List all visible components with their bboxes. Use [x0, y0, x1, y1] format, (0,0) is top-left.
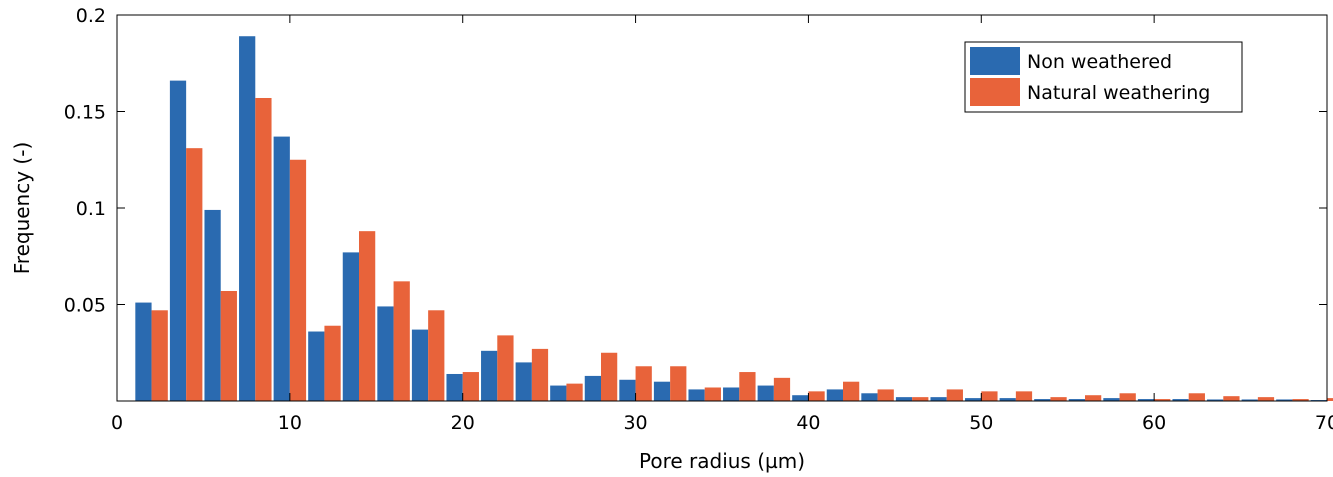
- bar-non-weathered-0: [135, 302, 152, 401]
- y-tick-label: 0.15: [64, 102, 106, 124]
- bar-natural-weathering-34: [1327, 398, 1333, 401]
- bar-non-weathered-6: [342, 252, 359, 401]
- bar-non-weathered-33: [1276, 399, 1293, 401]
- bar-natural-weathering-0: [151, 310, 168, 401]
- tick-labels-group: 0 10 20 30 40 50 60 70 0.05 0.1 0.15 0.2: [64, 5, 1333, 434]
- bar-natural-weathering-1: [186, 148, 203, 401]
- y-tick-label: 0.1: [76, 198, 106, 220]
- bar-non-weathered-3: [239, 36, 256, 401]
- x-tick-label: 40: [796, 412, 820, 434]
- x-tick-label: 10: [278, 412, 302, 434]
- bar-natural-weathering-18: [773, 377, 791, 401]
- bar-natural-weathering-29: [1154, 399, 1171, 401]
- bar-non-weathered-21: [861, 393, 878, 401]
- bar-non-weathered-16: [688, 389, 705, 401]
- legend-label-non-weathered: Non weathered: [1027, 51, 1172, 73]
- bar-non-weathered-17: [723, 387, 740, 401]
- bar-non-weathered-11: [515, 362, 532, 401]
- bar-natural-weathering-15: [670, 366, 687, 401]
- bar-natural-weathering-7: [393, 281, 410, 401]
- axis-ticks-group: [116, 14, 1328, 401]
- bar-natural-weathering-25: [1015, 391, 1033, 401]
- bar-natural-weathering-2: [220, 290, 237, 401]
- bar-non-weathered-10: [481, 350, 498, 401]
- x-tick-label: 70: [1315, 412, 1333, 434]
- bar-non-weathered-4: [273, 136, 290, 401]
- bars-group: [135, 36, 1333, 402]
- bar-non-weathered-28: [1103, 398, 1120, 401]
- bar-natural-weathering-13: [601, 352, 618, 401]
- bar-non-weathered-22: [895, 397, 913, 401]
- bar-natural-weathering-3: [255, 97, 272, 402]
- bar-natural-weathering-30: [1188, 393, 1205, 401]
- bar-natural-weathering-31: [1223, 396, 1240, 401]
- bar-natural-weathering-10: [497, 335, 514, 401]
- x-axis-label: Pore radius (µm): [639, 449, 805, 473]
- bar-non-weathered-31: [1207, 399, 1224, 401]
- bar-natural-weathering-4: [289, 159, 307, 401]
- bar-natural-weathering-33: [1292, 399, 1309, 401]
- x-tick-label: 60: [1142, 412, 1166, 434]
- bar-natural-weathering-17: [739, 372, 756, 401]
- bar-natural-weathering-27: [1085, 395, 1102, 401]
- bar-natural-weathering-24: [981, 391, 998, 401]
- bar-non-weathered-9: [446, 373, 463, 401]
- legend-label-natural-weathering: Natural weathering: [1027, 82, 1210, 104]
- bar-non-weathered-32: [1241, 399, 1258, 401]
- y-axis-label: Frequency (-): [10, 142, 34, 275]
- y-tick-label: 0.2: [76, 5, 106, 27]
- bar-non-weathered-25: [999, 398, 1016, 401]
- legend: Non weathered Natural weathering: [964, 41, 1243, 113]
- bar-non-weathered-1: [169, 80, 187, 402]
- bar-natural-weathering-11: [531, 348, 549, 401]
- bar-non-weathered-30: [1172, 399, 1189, 401]
- bar-natural-weathering-20: [843, 381, 860, 401]
- bar-natural-weathering-16: [704, 387, 721, 401]
- bar-natural-weathering-26: [1050, 397, 1067, 401]
- bar-non-weathered-29: [1137, 399, 1155, 401]
- legend-swatch-natural-weathering: [970, 78, 1020, 106]
- bar-natural-weathering-9: [462, 372, 479, 401]
- bar-natural-weathering-28: [1119, 393, 1136, 401]
- bar-natural-weathering-14: [635, 366, 652, 401]
- bar-non-weathered-2: [204, 209, 221, 401]
- legend-swatch-non-weathered: [970, 47, 1020, 75]
- bar-non-weathered-24: [965, 398, 982, 401]
- bar-non-weathered-23: [930, 397, 947, 401]
- bar-natural-weathering-22: [912, 397, 929, 401]
- bar-natural-weathering-23: [946, 389, 963, 401]
- bar-non-weathered-12: [550, 385, 567, 401]
- bar-natural-weathering-6: [359, 231, 376, 401]
- bar-natural-weathering-32: [1257, 397, 1275, 401]
- bar-non-weathered-7: [377, 306, 394, 401]
- bar-natural-weathering-5: [324, 325, 341, 401]
- x-tick-label: 50: [969, 412, 993, 434]
- bar-non-weathered-18: [757, 385, 774, 401]
- x-tick-label: 0: [111, 412, 123, 434]
- bar-natural-weathering-8: [428, 310, 445, 401]
- bar-non-weathered-27: [1068, 399, 1085, 401]
- y-tick-label: 0.05: [64, 295, 106, 317]
- bar-non-weathered-5: [308, 331, 325, 401]
- bar-non-weathered-14: [619, 379, 636, 401]
- bar-non-weathered-13: [584, 375, 601, 401]
- bar-non-weathered-20: [826, 389, 843, 401]
- bar-natural-weathering-12: [566, 383, 583, 401]
- bar-natural-weathering-19: [808, 391, 825, 401]
- x-tick-label: 20: [451, 412, 475, 434]
- bar-non-weathered-8: [411, 329, 429, 401]
- x-tick-label: 30: [623, 412, 647, 434]
- bar-non-weathered-15: [653, 381, 671, 401]
- bar-non-weathered-26: [1034, 399, 1051, 401]
- bar-natural-weathering-21: [877, 389, 894, 401]
- bar-non-weathered-19: [792, 395, 809, 401]
